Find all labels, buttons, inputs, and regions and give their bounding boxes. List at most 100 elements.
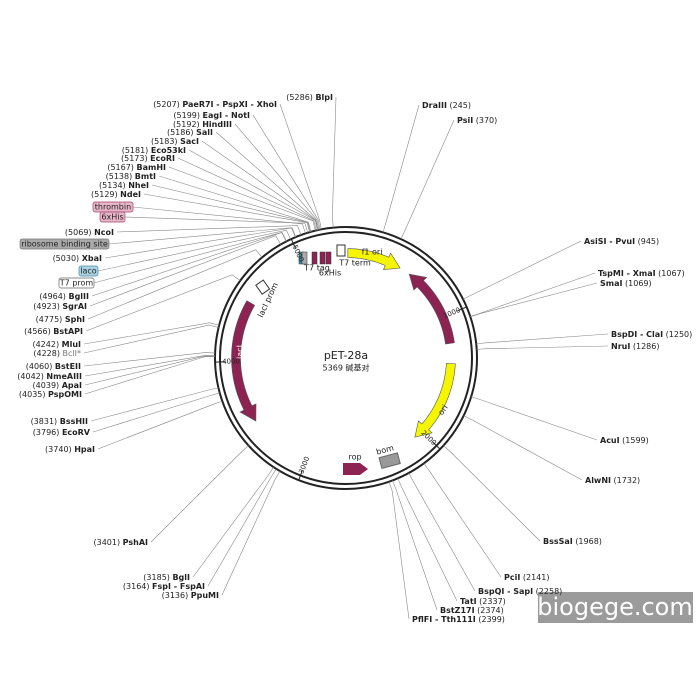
site-leader — [476, 333, 609, 345]
feature-label: lacI — [236, 345, 245, 359]
site-name: AsiSI - PvuI — [584, 237, 635, 246]
site-position: (3401) — [93, 538, 120, 547]
site-position: (5181) — [122, 146, 149, 155]
site-label: (5173) EcoRI — [121, 154, 175, 163]
site-name: SgrAI — [62, 302, 87, 311]
site-label: (3796) EcoRV — [33, 428, 91, 437]
backbone-inner — [219, 231, 473, 485]
site-leader — [84, 355, 216, 377]
site-label: (5183) SacI — [151, 137, 199, 146]
site-label: SmaI (1069) — [600, 279, 652, 288]
feature-label: T7 tag — [303, 264, 330, 273]
site-name: PspOMI — [48, 390, 82, 399]
site-label: PflFI - Tth111I (2399) — [412, 615, 505, 624]
site-name: SphI — [65, 315, 85, 324]
site-name: BspQI - SapI — [478, 587, 533, 596]
site-label: TatI (2337) — [460, 597, 506, 606]
site-leader — [388, 481, 410, 620]
site-label: (4035) PspOMI — [19, 390, 82, 399]
feature-rop — [343, 463, 368, 475]
site-label: (5199) EagI - NotI — [173, 111, 250, 120]
site-label: (5134) NheI — [99, 181, 149, 190]
scale-tick — [457, 306, 467, 312]
site-label: (3831) BssHII — [31, 417, 88, 426]
site-label: (4060) BstEII — [26, 362, 81, 371]
site-label: AlwNI (1732) — [585, 476, 640, 485]
site-leader — [470, 272, 596, 317]
box-label-bg — [99, 211, 126, 223]
site-label: (4923) SgrAI — [33, 302, 87, 311]
site-name: BglII — [68, 292, 89, 301]
site-position: (4228) — [33, 349, 60, 358]
plasmid-size: 5369 碱基对 — [323, 363, 370, 373]
site-name: BglI — [172, 573, 190, 582]
site-label: (4566) BstAPI — [24, 327, 83, 336]
feature-laci-prom — [255, 279, 271, 295]
site-position: (945) — [638, 237, 660, 246]
site-name: BspDI - ClaI — [611, 330, 663, 339]
scale-label: 4000 — [222, 357, 240, 366]
site-leader — [201, 140, 319, 231]
box-label-bg — [58, 277, 95, 289]
site-name: EcoRI — [150, 154, 175, 163]
site-leader — [252, 114, 321, 230]
site-position: (1250) — [666, 330, 693, 339]
box-label: thrombin — [95, 203, 131, 212]
site-leader — [215, 131, 319, 231]
site-position: (5207) — [153, 100, 180, 109]
site-position: (5199) — [173, 111, 200, 120]
site-label: (5138) BmtI — [106, 172, 156, 181]
site-position: (4566) — [24, 327, 51, 336]
site-position: (1067) — [658, 269, 685, 278]
site-position: (3831) — [31, 417, 58, 426]
site-leader — [397, 478, 458, 602]
box-label-bg — [78, 265, 99, 277]
site-name: TspMI - XmaI — [598, 269, 656, 278]
site-label: BspQI - SapI (2258) — [478, 587, 562, 596]
site-position: (4039) — [33, 381, 60, 390]
feature-ori — [414, 362, 456, 438]
watermark-bg — [538, 592, 693, 623]
site-position: (3185) — [143, 573, 170, 582]
site-label: (3136) PpuMI — [162, 591, 219, 600]
scale-label: 5000 — [291, 244, 306, 264]
site-leader — [207, 468, 277, 587]
site-leader — [443, 445, 541, 542]
site-name: ApaI — [62, 381, 82, 390]
site-position: (5129) — [91, 190, 118, 199]
site-name: BstZ17I — [440, 606, 475, 615]
feature-kanr — [408, 273, 455, 345]
site-name: Eco53kI — [151, 146, 186, 155]
site-position: (5192) — [173, 120, 200, 129]
scale-label: 1000 — [442, 306, 462, 320]
feature-label: rop — [348, 453, 361, 462]
box-leader — [124, 216, 308, 233]
feature-f1-ori — [347, 248, 401, 270]
feature-label: f1 ori — [362, 248, 383, 257]
box-label: ribosome binding site — [21, 240, 108, 249]
feature-mcs-block — [325, 251, 332, 265]
site-name: NcoI — [94, 228, 114, 237]
site-name: PaeR7I - PspXI - XhoI — [182, 100, 277, 109]
site-label: (3185) BglI — [143, 573, 190, 582]
feature-mcs-block — [311, 251, 318, 265]
site-name: BclI* — [63, 349, 81, 358]
site-leader — [476, 345, 609, 350]
feature-mcs-block — [301, 251, 308, 265]
site-label: (5181) Eco53kI — [122, 146, 186, 155]
feature-label: T7 term — [338, 259, 371, 268]
site-label: (3740) HpaI — [45, 445, 95, 454]
site-name: NruI — [611, 342, 630, 351]
site-label: (5207) PaeR7I - PspXI - XhoI — [153, 100, 277, 109]
site-name: BlpI — [315, 93, 333, 102]
site-position: (4242) — [32, 340, 59, 349]
site-name: BstAPI — [53, 327, 83, 336]
site-label: (5167) BamHI — [107, 163, 166, 172]
site-leader — [83, 352, 216, 367]
site-leader — [116, 225, 302, 236]
site-name: EagI - NotI — [203, 111, 250, 120]
site-leader — [408, 472, 476, 592]
box-label: 6xHis — [101, 213, 123, 222]
site-name: BmtI — [135, 172, 156, 181]
